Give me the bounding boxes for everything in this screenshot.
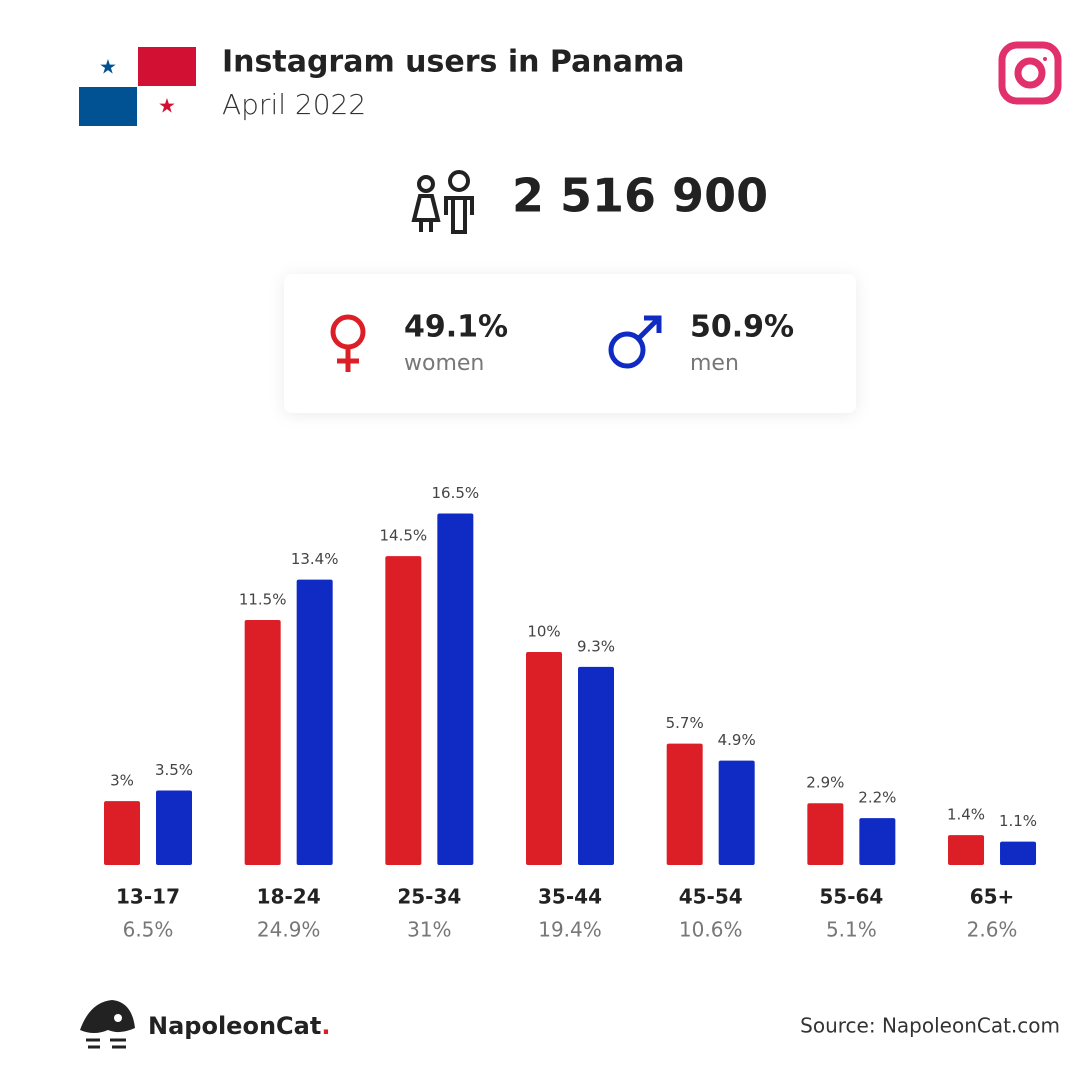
value-label: 2.9% (806, 774, 844, 792)
bar (296, 579, 333, 865)
value-label: 5.7% (666, 714, 704, 732)
bar (807, 803, 844, 865)
gender-card (284, 274, 856, 413)
instagram-icon (998, 41, 1062, 105)
category-total: 5.1% (826, 918, 877, 942)
value-label: 13.4% (291, 550, 339, 568)
bar (718, 760, 755, 865)
bar (156, 790, 192, 865)
brand-name: NapoleonCat (148, 1012, 321, 1040)
category-total: 24.9% (257, 918, 321, 942)
women-share: 49.1% (404, 310, 508, 345)
bar (859, 818, 896, 865)
bar (104, 801, 140, 865)
category-total: 10.6% (679, 918, 743, 942)
bar (666, 743, 703, 865)
men-label: men (690, 351, 739, 376)
bar (385, 556, 422, 865)
bar (437, 513, 474, 865)
category-label: 13-17 (116, 885, 180, 909)
value-label: 11.5% (239, 591, 287, 609)
total-users: 2 516 900 (512, 169, 768, 223)
subtitle: April 2022 (222, 88, 366, 121)
category-total: 31% (407, 918, 451, 942)
men-share: 50.9% (690, 310, 794, 345)
source: Source: NapoleonCat.com (800, 1014, 1060, 1038)
category-total: 19.4% (538, 918, 602, 942)
bar (1000, 841, 1037, 865)
value-label: 4.9% (718, 731, 756, 749)
bar (948, 835, 985, 865)
bar (526, 652, 563, 865)
brand: NapoleonCat. (148, 1012, 330, 1040)
category-label: 55-64 (819, 885, 883, 909)
flag: ★ ★ (79, 47, 196, 126)
value-label: 9.3% (577, 637, 615, 655)
value-label: 3% (110, 772, 134, 790)
value-label: 2.2% (858, 789, 896, 807)
bar (244, 620, 281, 865)
male-icon (608, 315, 662, 369)
category-label: 25-34 (397, 885, 461, 909)
category-label: 65+ (970, 885, 1015, 909)
users-icon (411, 170, 474, 234)
napoleoncat-logo (80, 1000, 135, 1049)
category-total: 2.6% (967, 918, 1018, 942)
title: Instagram users in Panama (222, 45, 684, 80)
svg-text:★: ★ (99, 55, 117, 79)
value-label: 14.5% (380, 527, 428, 545)
brand-dot: . (321, 1012, 330, 1040)
women-label: women (404, 351, 484, 376)
value-label: 16.5% (432, 484, 480, 502)
category-label: 35-44 (538, 885, 602, 909)
bar-chart: 13-17 6.5% 3% 3.5% 18-24 24.9% 11.5% 13.4% 25-34… (104, 484, 1037, 942)
value-label: 3.5% (155, 761, 193, 779)
category-total: 6.5% (123, 918, 174, 942)
female-icon (330, 314, 366, 372)
bar (578, 666, 615, 865)
svg-text:★: ★ (158, 94, 176, 118)
value-label: 1.4% (947, 806, 985, 824)
value-label: 1.1% (999, 812, 1037, 830)
value-label: 10% (527, 623, 560, 641)
category-label: 45-54 (679, 885, 743, 909)
category-label: 18-24 (257, 885, 321, 909)
